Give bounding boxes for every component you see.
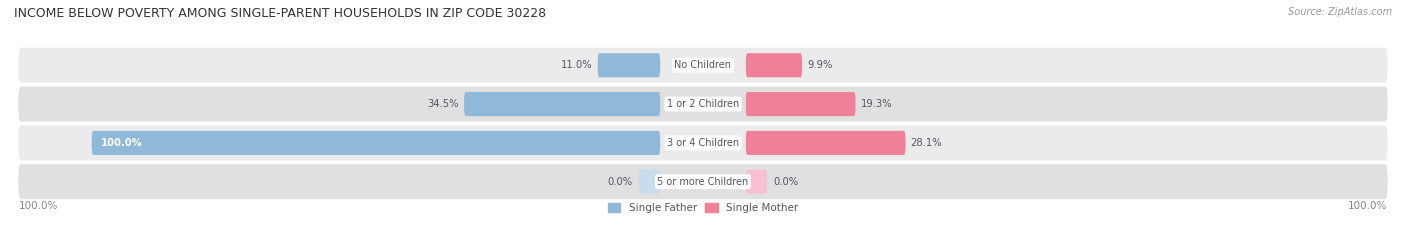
Text: 11.0%: 11.0% xyxy=(561,60,593,70)
FancyBboxPatch shape xyxy=(745,53,801,77)
FancyBboxPatch shape xyxy=(598,53,661,77)
FancyBboxPatch shape xyxy=(745,170,768,194)
FancyBboxPatch shape xyxy=(18,125,1388,160)
Legend: Single Father, Single Mother: Single Father, Single Mother xyxy=(607,203,799,213)
FancyBboxPatch shape xyxy=(91,131,661,155)
Text: 100.0%: 100.0% xyxy=(101,138,142,148)
FancyBboxPatch shape xyxy=(464,92,661,116)
Text: 9.9%: 9.9% xyxy=(807,60,832,70)
Text: 100.0%: 100.0% xyxy=(1348,201,1388,211)
Text: 34.5%: 34.5% xyxy=(427,99,460,109)
Text: INCOME BELOW POVERTY AMONG SINGLE-PARENT HOUSEHOLDS IN ZIP CODE 30228: INCOME BELOW POVERTY AMONG SINGLE-PARENT… xyxy=(14,7,546,20)
Text: 100.0%: 100.0% xyxy=(18,201,58,211)
FancyBboxPatch shape xyxy=(745,92,855,116)
Text: 1 or 2 Children: 1 or 2 Children xyxy=(666,99,740,109)
Text: 28.1%: 28.1% xyxy=(911,138,942,148)
Text: 0.0%: 0.0% xyxy=(607,177,633,187)
Text: 3 or 4 Children: 3 or 4 Children xyxy=(666,138,740,148)
Text: 5 or more Children: 5 or more Children xyxy=(658,177,748,187)
FancyBboxPatch shape xyxy=(745,131,905,155)
Text: 0.0%: 0.0% xyxy=(773,177,799,187)
FancyBboxPatch shape xyxy=(18,164,1388,199)
FancyBboxPatch shape xyxy=(18,87,1388,122)
Text: Source: ZipAtlas.com: Source: ZipAtlas.com xyxy=(1288,7,1392,17)
FancyBboxPatch shape xyxy=(18,48,1388,83)
FancyBboxPatch shape xyxy=(638,170,661,194)
Text: 19.3%: 19.3% xyxy=(860,99,891,109)
Text: No Children: No Children xyxy=(675,60,731,70)
